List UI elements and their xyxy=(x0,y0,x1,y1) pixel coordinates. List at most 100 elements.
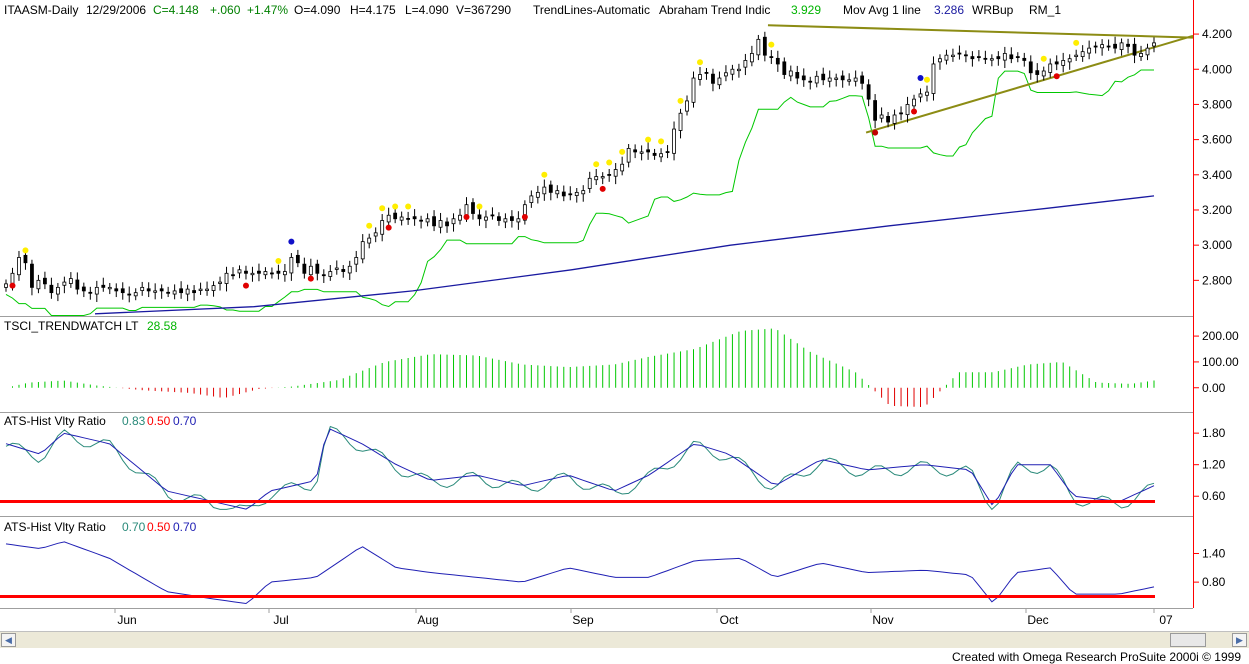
candle-body xyxy=(17,257,21,276)
candle-body xyxy=(1002,53,1007,61)
candle-body xyxy=(535,191,540,198)
candle-body xyxy=(957,52,962,55)
candle-body xyxy=(646,149,651,153)
trendwatch-panel xyxy=(11,328,1155,407)
hv1-value-3: 0.70 xyxy=(173,414,197,428)
swing-high-dot xyxy=(677,97,684,104)
candle-body xyxy=(360,241,365,260)
open-label: O=4.090 xyxy=(294,3,341,17)
candle-body xyxy=(788,70,793,77)
svg-text:ITAASM-Daily: ITAASM-Daily xyxy=(4,3,78,17)
candle-body xyxy=(873,100,878,121)
candle-body xyxy=(445,221,449,227)
candle-body xyxy=(114,288,119,292)
candle-body xyxy=(308,265,313,276)
candle-body xyxy=(30,263,34,288)
candle-body xyxy=(724,72,728,77)
candle-body xyxy=(1048,63,1053,73)
candle-body xyxy=(94,286,99,295)
candle-body xyxy=(347,265,352,274)
hv1-value-2: 0.50 xyxy=(147,414,171,428)
swing-low-dot xyxy=(599,185,606,192)
candle-body xyxy=(1119,42,1124,50)
horizontal-scrollbar[interactable]: ◀ ▶ xyxy=(0,631,1249,648)
candle-body xyxy=(691,77,696,103)
candle-body xyxy=(665,151,670,153)
study-wrbup-label: WRBup xyxy=(972,3,1014,17)
candle-body xyxy=(68,278,73,284)
scroll-thumb[interactable] xyxy=(1170,633,1206,647)
candle-body xyxy=(282,271,287,276)
vlty-blue-line xyxy=(5,428,1155,510)
candle-body xyxy=(49,284,54,294)
pivot-dot xyxy=(872,129,879,136)
candle-body xyxy=(490,214,495,217)
candle-body xyxy=(1035,70,1040,75)
candle-body xyxy=(315,263,320,274)
candle-body xyxy=(976,56,981,58)
swing-high-dot xyxy=(275,257,282,264)
swing-high-dot xyxy=(22,247,29,254)
symbol-label: ITAASM-Daily xyxy=(4,3,78,17)
candle-body xyxy=(192,290,196,294)
candle-body xyxy=(996,56,1001,60)
candle-body xyxy=(101,284,106,288)
candle-body xyxy=(1139,53,1143,57)
candle-body xyxy=(814,75,819,84)
candle-body xyxy=(1145,47,1150,56)
candle-body xyxy=(419,219,423,222)
time-tick-label: Nov xyxy=(872,613,893,627)
chart-canvas: 4.200 4.000 3.800 3.600 3.400 3.200 3.000 2.800… xyxy=(0,0,1239,627)
trendline-upper xyxy=(767,24,1194,39)
scroll-left-icon[interactable]: ◀ xyxy=(1,633,16,647)
candle-body xyxy=(477,214,482,220)
candle-body xyxy=(4,283,8,288)
swing-low-dot xyxy=(307,275,314,282)
candle-body xyxy=(529,195,534,203)
trendwatch-value: 28.58 xyxy=(147,319,177,333)
candle-body xyxy=(237,269,242,274)
candle-body xyxy=(438,220,443,228)
candle-body xyxy=(399,216,404,221)
candle-body xyxy=(1022,57,1027,61)
pct-label: +1.47% xyxy=(247,3,288,17)
candle-body xyxy=(276,270,281,274)
time-tick-label: Dec xyxy=(1027,613,1048,627)
candle-body xyxy=(153,290,158,293)
swing-high-dot xyxy=(593,161,600,168)
candle-body xyxy=(944,54,949,61)
vlty-blue-line xyxy=(5,541,1155,605)
candle-body xyxy=(782,61,787,75)
candle-body xyxy=(509,216,514,221)
candle-body xyxy=(503,218,508,223)
study-abraham-label: Abraham Trend Indic xyxy=(659,3,770,17)
swing-high-dot xyxy=(1040,55,1047,62)
candle-body xyxy=(185,288,190,295)
candle-body xyxy=(55,286,60,295)
candle-body xyxy=(762,36,767,56)
time-tick-label: Jul xyxy=(273,613,288,627)
swing-low-dot xyxy=(463,214,470,221)
swing-high-dot xyxy=(405,203,412,210)
axes: 4.200 4.000 3.800 3.600 3.400 3.200 3.000 2.800… xyxy=(114,27,1239,627)
candle-body xyxy=(321,274,326,277)
swing-high-dot xyxy=(619,148,626,155)
hv2-value-2: 0.50 xyxy=(147,520,171,534)
candle-body xyxy=(581,190,586,195)
candle-body xyxy=(1054,61,1059,65)
candle-body xyxy=(730,68,735,75)
candle-body xyxy=(918,93,923,98)
study-ma-label: Mov Avg 1 line xyxy=(843,3,921,17)
abraham-trend-line xyxy=(5,69,1154,316)
hv2-value-3: 0.70 xyxy=(173,520,197,534)
trendwatch-tick-label: 0.00 xyxy=(1202,381,1226,395)
price-tick-label: 3.800 xyxy=(1202,97,1232,111)
candle-body xyxy=(620,163,625,172)
candle-body xyxy=(88,291,93,294)
candle-body xyxy=(1152,42,1156,47)
candle-body xyxy=(951,54,955,57)
scroll-right-icon[interactable]: ▶ xyxy=(1232,633,1247,647)
swing-low-dot xyxy=(521,214,528,221)
candle-body xyxy=(257,270,261,274)
